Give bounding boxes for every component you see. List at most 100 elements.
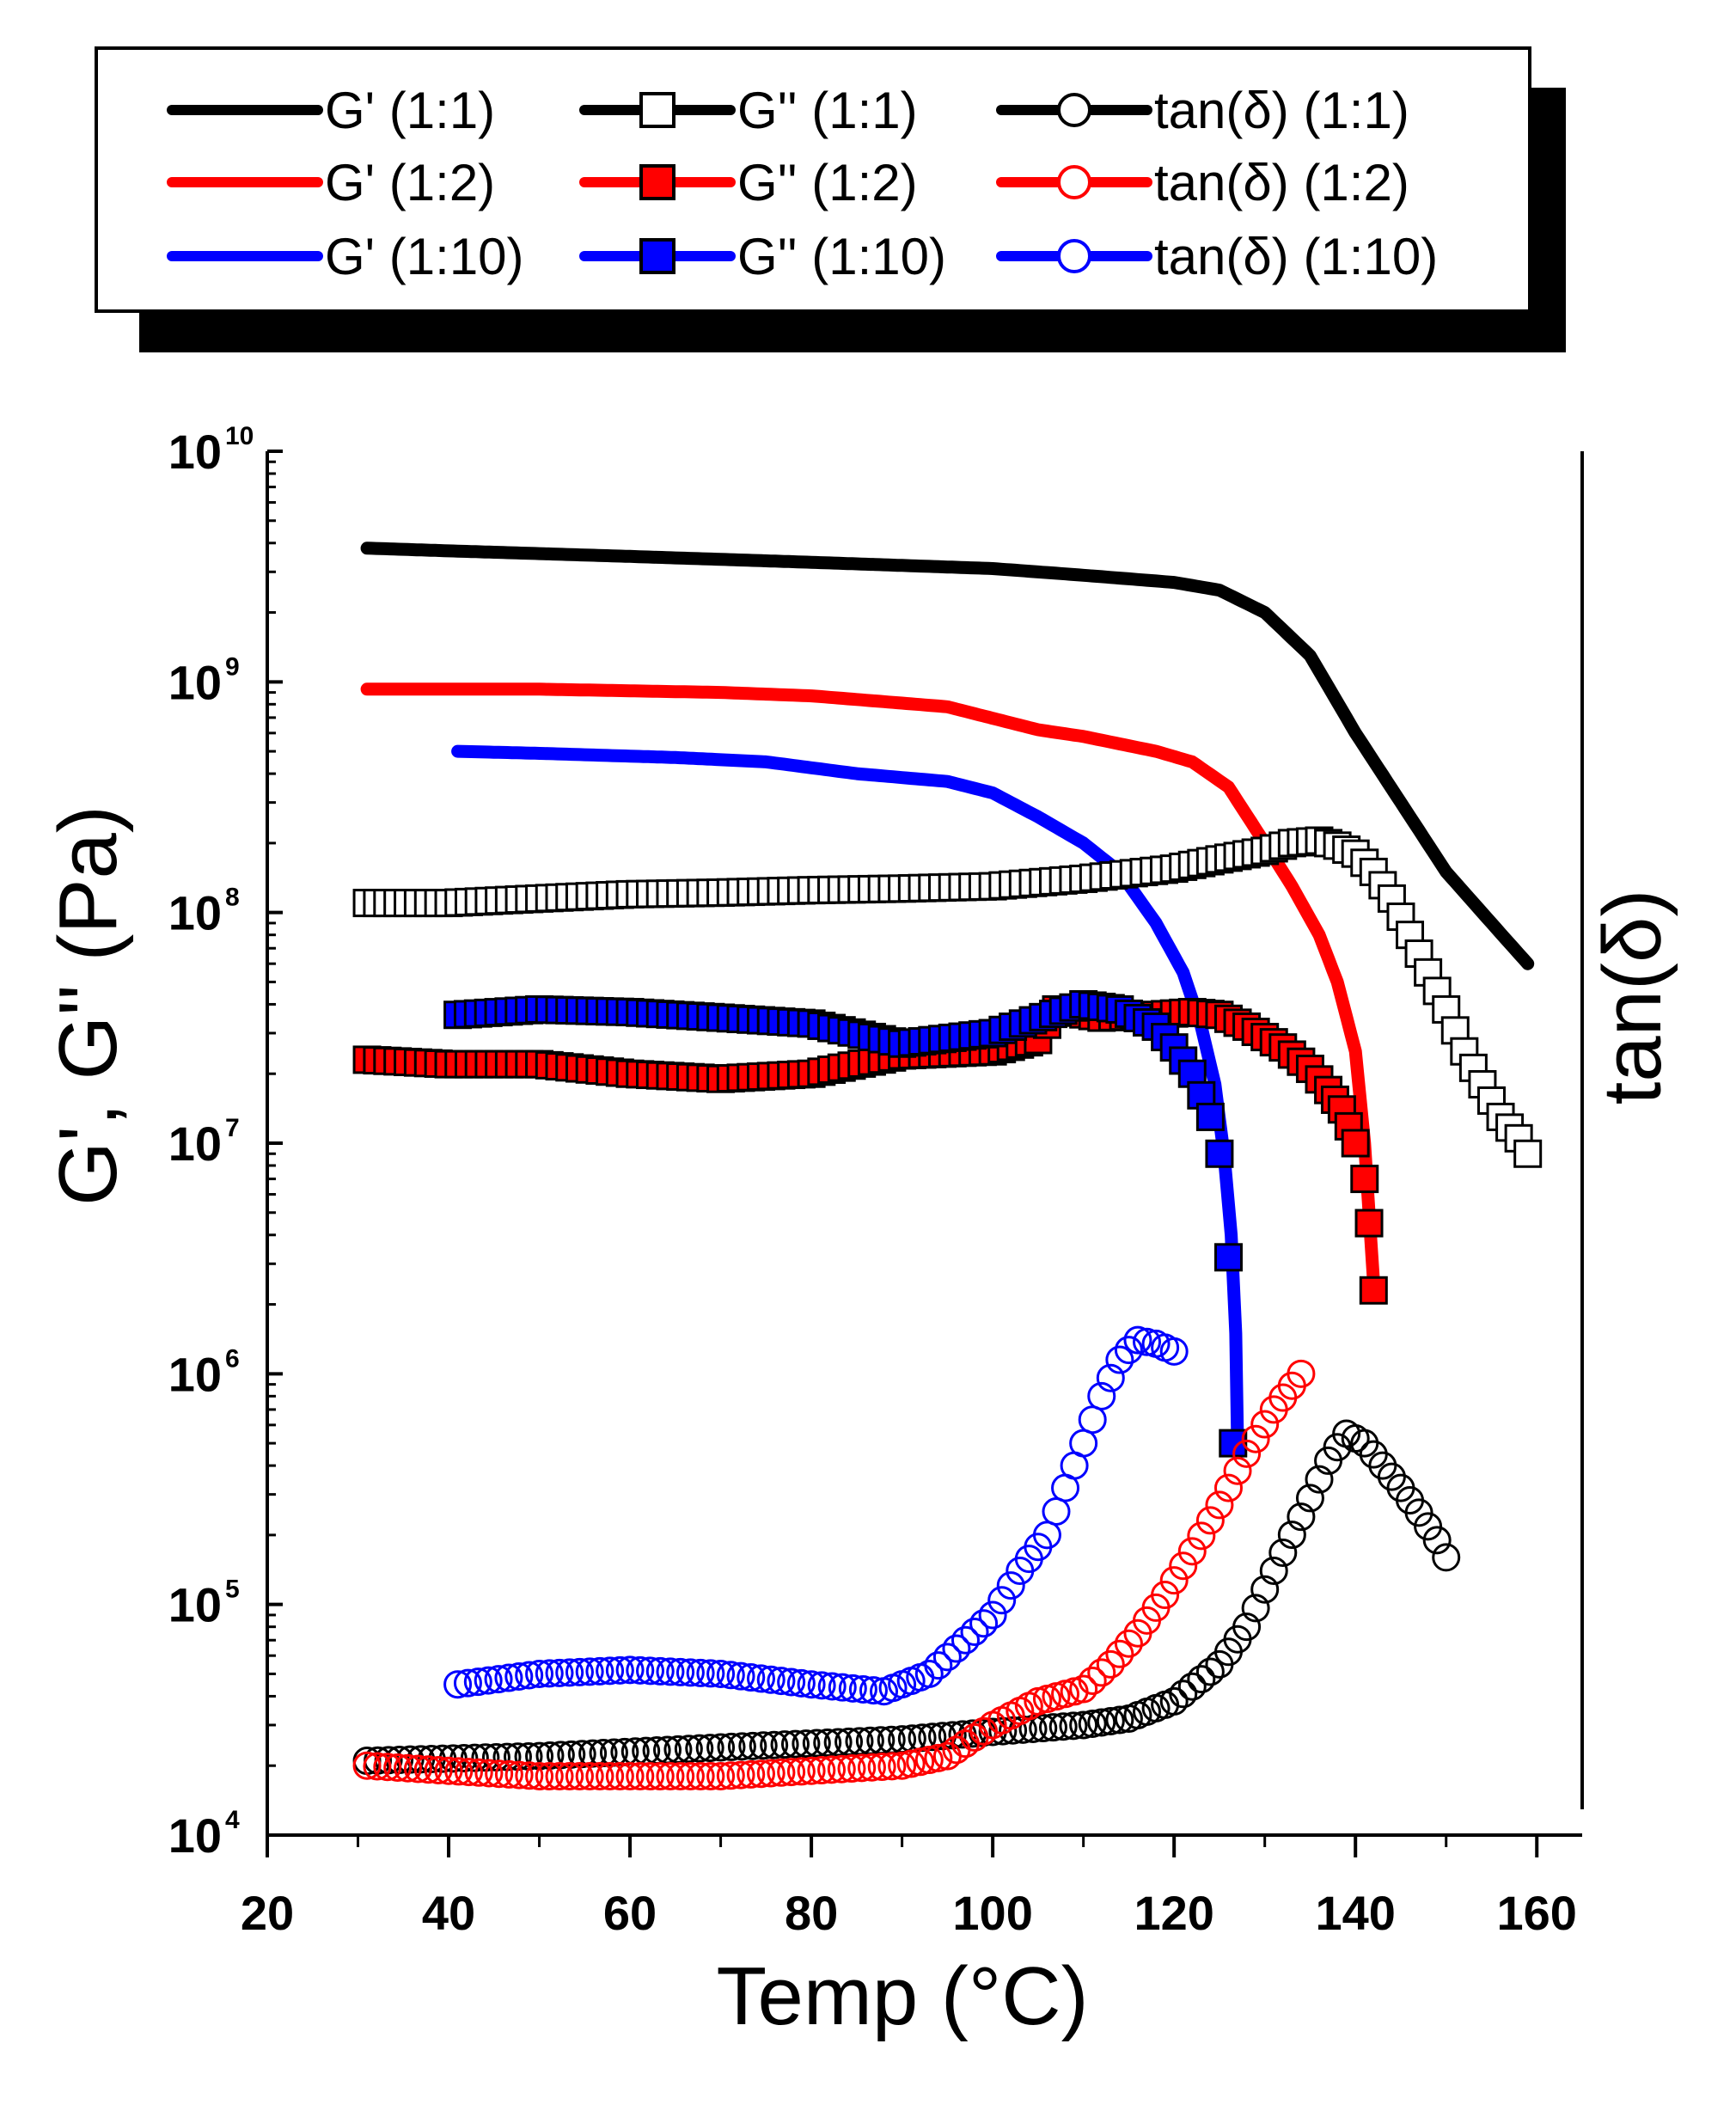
marker-tan-1-1 [1078, 1709, 1107, 1738]
marker-tan-1-2 [545, 1762, 574, 1791]
legend: G' (1:1) G'' (1:1) tan(δ) (1:1) G' (1:2) G''… [95, 46, 1566, 352]
marker-tan-1-10 [596, 1656, 625, 1686]
series-g-1-10 [443, 989, 1248, 1458]
marker-tan-1-2 [797, 1756, 826, 1785]
legend-item-g-1-10: G'' (1:10) [579, 228, 946, 285]
marker-tan-1-10 [1133, 1327, 1162, 1356]
marker-tan-1-2 [504, 1760, 534, 1790]
marker-tan-1-2 [565, 1762, 594, 1791]
marker-tan-1-2 [867, 1753, 896, 1782]
marker-tan-1-10 [951, 1625, 980, 1655]
marker-tan-1-1 [999, 1716, 1028, 1745]
marker-tan-1-2 [394, 1753, 423, 1783]
marker-tan-1-10 [726, 1661, 755, 1691]
legend-marker [639, 164, 675, 200]
marker-tan-1-1 [760, 1730, 789, 1759]
marker-tan-1-10 [656, 1657, 685, 1686]
marker-tan-1-1 [1414, 1512, 1443, 1541]
marker-tan-1-10 [626, 1655, 655, 1685]
marker-tan-1-2 [1105, 1639, 1134, 1668]
legend-item-g-1-2: G' (1:2) [167, 154, 495, 211]
marker-tan-1-10 [555, 1658, 584, 1687]
marker-tan-1-10 [1096, 1363, 1125, 1392]
marker-tan-1-1 [1241, 1594, 1270, 1623]
marker-tan-1-1 [1029, 1714, 1058, 1743]
marker-tan-1-2 [817, 1755, 847, 1784]
y-axis-title: G', G'' (Pa) [42, 805, 134, 1206]
marker-tan-1-2 [494, 1759, 523, 1789]
marker-tan-1-10 [777, 1667, 806, 1697]
legend-label: G'' (1:10) [737, 228, 946, 285]
marker-tan-1-1 [813, 1728, 842, 1757]
marker-tan-1-2 [777, 1758, 806, 1787]
marker-tan-1-2 [827, 1754, 856, 1784]
marker-tan-1-1 [674, 1735, 703, 1764]
marker-tan-1-2 [1241, 1424, 1270, 1453]
marker-tan-1-1 [1404, 1498, 1433, 1527]
legend-item-g-1-10: G' (1:10) [167, 228, 524, 285]
marker-tan-1-2 [686, 1762, 715, 1791]
y-tick-exponent: 10 [225, 422, 254, 450]
marker-tan-1-10 [474, 1666, 503, 1695]
marker-tan-1-10 [914, 1659, 944, 1688]
marker-tan-1-10 [817, 1672, 847, 1701]
y-tick-exponent: 6 [225, 1344, 240, 1373]
marker-tan-1-2 [1114, 1629, 1143, 1658]
legend-label: G' (1:2) [325, 154, 495, 211]
legend-label: G' (1:1) [325, 82, 495, 139]
marker-tan-1-1 [717, 1732, 746, 1761]
marker-tan-1-10 [746, 1664, 775, 1693]
marker-g-1-2 [1354, 1208, 1384, 1238]
legend-item-tan-1-1: tan(δ) (1:1) [996, 82, 1409, 139]
marker-tan-1-2 [1151, 1581, 1180, 1610]
series-g-1-1 [352, 826, 1543, 1168]
marker-tan-1-10 [786, 1668, 816, 1698]
marker-tan-1-10 [666, 1657, 695, 1686]
marker-tan-1-1 [1096, 1706, 1125, 1735]
marker-tan-1-10 [756, 1665, 785, 1694]
series-g-1-2 [360, 682, 1380, 1289]
marker-tan-1-10 [565, 1657, 594, 1686]
marker-tan-1-2 [413, 1755, 443, 1784]
marker-tan-1-2 [403, 1754, 432, 1784]
series-layer [352, 542, 1543, 1791]
x-tick-label: 120 [1134, 1886, 1213, 1940]
marker-tan-1-1 [749, 1731, 778, 1760]
marker-tan-1-2 [726, 1760, 755, 1790]
legend-item-tan-1-2: tan(δ) (1:2) [996, 154, 1409, 211]
marker-tan-1-2 [924, 1743, 953, 1772]
marker-tan-1-1 [1187, 1665, 1216, 1694]
marker-tan-1-10 [585, 1656, 614, 1686]
marker-tan-1-2 [515, 1761, 544, 1790]
marker-tan-1-1 [695, 1734, 724, 1763]
marker-tan-1-2 [626, 1762, 655, 1791]
marker-tan-1-2 [756, 1759, 785, 1788]
marker-tan-1-2 [424, 1755, 453, 1784]
y-tick-exponent: 9 [225, 652, 240, 681]
y-tick-label: 10 [168, 1808, 222, 1863]
marker-tan-1-2 [1069, 1674, 1098, 1704]
x-tick-label: 20 [241, 1886, 294, 1940]
marker-tan-1-2 [888, 1751, 917, 1780]
x-ticks: 20 40 60 80 100 120 140 160 [241, 1835, 1577, 1940]
marker-tan-1-2 [906, 1747, 935, 1777]
marker-tan-1-1 [792, 1729, 821, 1759]
marker-g-1-2 [1359, 1276, 1388, 1305]
marker-tan-1-10 [828, 1673, 857, 1702]
marker-tan-1-2 [474, 1759, 504, 1788]
marker-tan-1-10 [978, 1600, 1007, 1630]
y-tick-label: 10 [168, 425, 222, 479]
marker-tan-1-1 [1177, 1672, 1207, 1701]
marker-tan-1-2 [706, 1762, 736, 1791]
marker-tan-1-2 [716, 1761, 745, 1790]
marker-tan-1-2 [605, 1762, 634, 1791]
marker-g-1-1 [1377, 884, 1406, 913]
marker-tan-1-1 [1377, 1462, 1406, 1491]
marker-tan-1-2 [585, 1762, 614, 1791]
marker-tan-1-2 [454, 1758, 483, 1787]
legend-label: G'' (1:2) [737, 154, 918, 211]
marker-tan-1-1 [1305, 1465, 1334, 1494]
marker-tan-1-2 [1232, 1439, 1262, 1468]
legend-marker [1057, 239, 1091, 273]
marker-tan-1-2 [373, 1753, 402, 1782]
